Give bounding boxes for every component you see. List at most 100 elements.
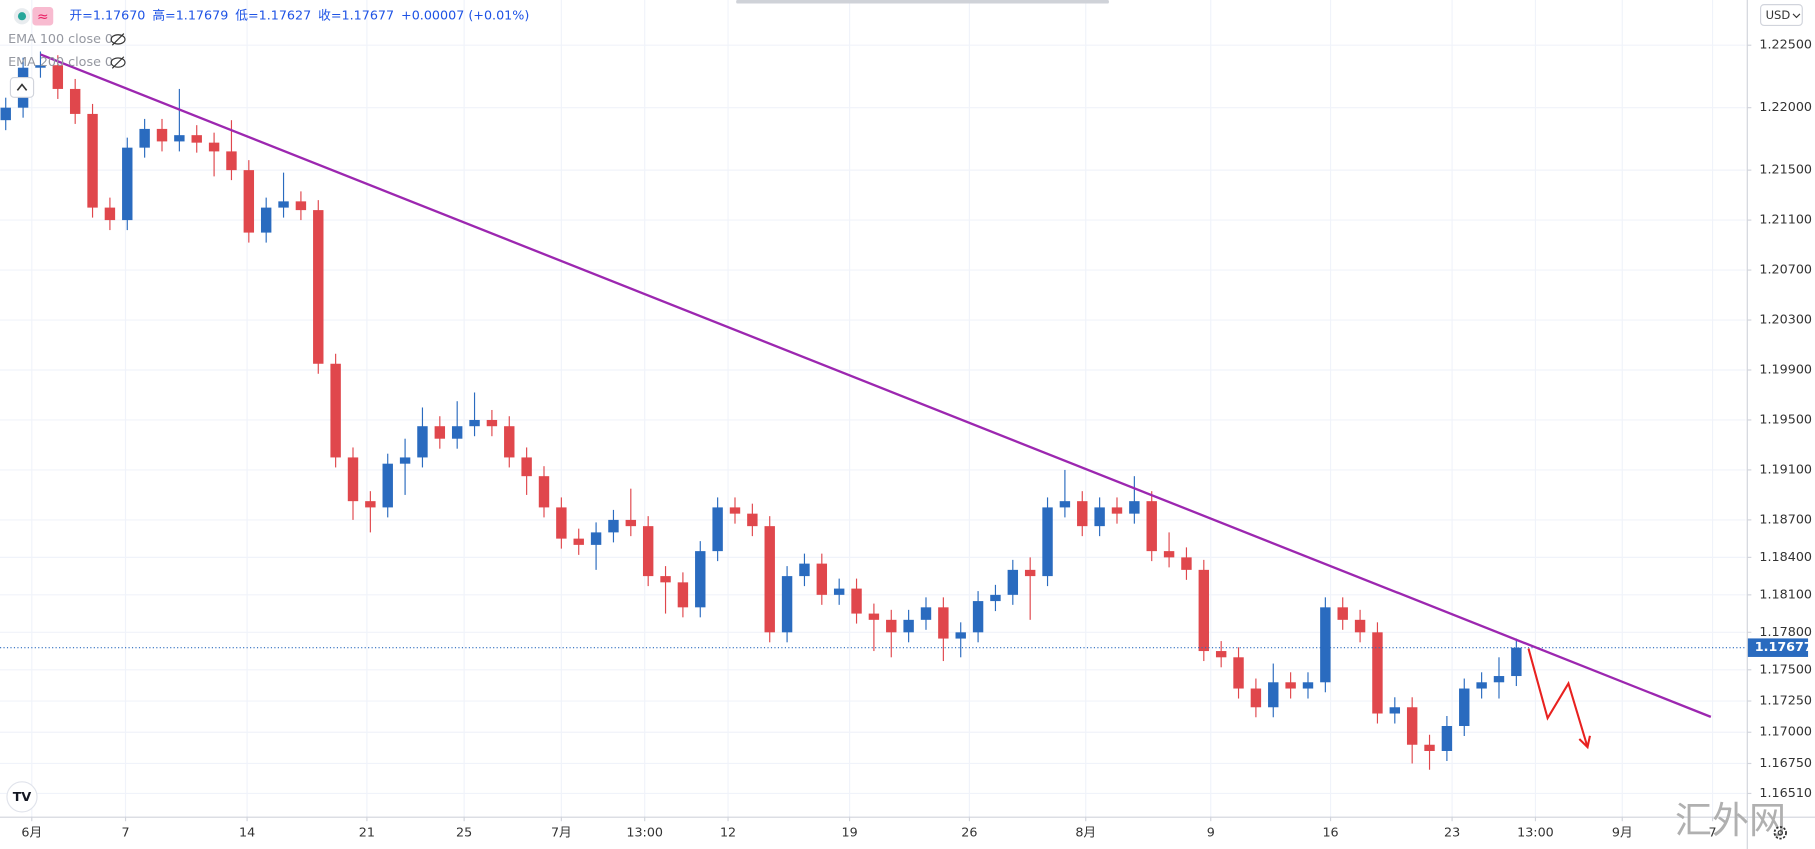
candle-body [1441,726,1453,751]
watermark: 汇外网 [1675,799,1786,842]
candle-body [278,201,289,208]
y-tick-label: 1.16750 [1759,756,1812,771]
eye-slash [111,33,125,46]
candle-body [1094,507,1105,527]
y-tick-label: 1.17800 [1759,625,1812,640]
candle-body [382,463,393,508]
y-tick-label: 1.17250 [1759,694,1812,709]
collapse-button[interactable] [9,77,35,98]
currency-caret [1792,13,1801,19]
candle-body [1389,707,1401,714]
y-tick-label: 1.19100 [1759,462,1812,477]
x-tick-label: 19 [842,825,858,840]
settings-hub [1777,830,1783,836]
candle-body [0,107,11,121]
candle-body [243,170,255,233]
candle-body [35,65,46,68]
currency-button[interactable] [1760,4,1803,27]
candle-body [625,519,637,527]
indicator-label[interactable]: EMA 200 close 0 [8,55,113,70]
candle-body [868,613,880,620]
candle-body [538,476,550,508]
y-tick-label: 1.20300 [1759,313,1812,328]
candle-body [399,457,411,464]
candle-body [1372,632,1383,714]
trendline [40,53,1712,718]
candle-body [799,563,810,577]
candle-body [521,457,532,477]
candle-body [764,526,775,633]
logo-mark: TV [13,790,32,805]
candle-body [174,135,185,142]
candle-body [990,594,1001,602]
x-tick-label: 8月 [1075,825,1096,840]
ohlc-value: 开=1.17670 [69,9,145,24]
candle-body [1059,501,1071,508]
candle-body [52,65,64,89]
candle-body [556,507,567,539]
candle-body [1146,501,1157,552]
y-tick-label: 1.21500 [1759,163,1812,178]
candle-body [660,576,671,583]
candle-body [313,210,324,364]
logo-badge[interactable] [6,781,38,813]
x-tick-label: 26 [961,825,977,840]
x-tick-label: 13:00 [1517,825,1554,840]
candle-body [1198,569,1210,652]
x-tick-label: 14 [239,825,255,840]
price-tag-label: 1.17677 [1755,640,1813,655]
signal-badge[interactable] [32,6,54,26]
x-tick-label: 21 [359,825,375,840]
y-tick-label: 1.18100 [1759,587,1812,602]
candle-body [347,457,359,502]
eye-icon[interactable] [110,33,126,46]
candle-body [1111,507,1123,514]
candle-body [920,607,932,620]
candle-body [781,576,793,633]
candle-body [1181,557,1192,570]
candle-body [104,207,116,221]
candle-body [260,207,272,233]
ohlc-value: 低=1.17627 [235,9,311,24]
candle-body [903,619,914,633]
y-tick-label: 1.21100 [1759,213,1812,228]
ohlc-legend: 开=1.17670 高=1.17679 低=1.17627 收=1.17677 +0.0… [69,8,529,24]
candle-body [330,363,341,458]
candle-body [486,419,498,427]
status-dot [17,12,27,21]
ohlc-value: 高=1.17679 [152,8,228,24]
candle-body [87,113,98,208]
signal-icon: ≈ [37,9,49,25]
axes: 1.22500 1.22000 1.21500 1.21100 1.20700 1.203… [21,38,1812,841]
candle-body [1285,682,1296,689]
candle-body [1476,682,1487,689]
grid [0,0,1746,817]
candle-body [1493,676,1505,683]
candle-body [417,426,428,458]
candle-body [365,501,376,508]
candle-body [1215,651,1227,658]
candle-body [1354,619,1366,633]
candle-body [695,551,706,608]
candle-body [1024,569,1036,577]
x-tick-label: 12 [720,825,736,840]
eye-slash [111,56,125,69]
candle-body [451,426,463,439]
y-tick-label: 1.19500 [1759,412,1812,427]
indicator-label[interactable]: EMA 100 close 0 [8,32,113,47]
candle-body [1042,507,1053,577]
candle-body [1320,607,1331,683]
settings-icon[interactable] [1773,826,1787,840]
y-tick-label: 1.20700 [1759,263,1812,278]
candle-body [122,147,133,221]
y-tick-label: 1.18700 [1759,512,1812,527]
plot [0,51,1746,770]
candle-body [851,588,862,614]
eye-icon[interactable] [110,56,126,69]
candle-body [1268,682,1279,708]
candle-body [642,526,654,577]
